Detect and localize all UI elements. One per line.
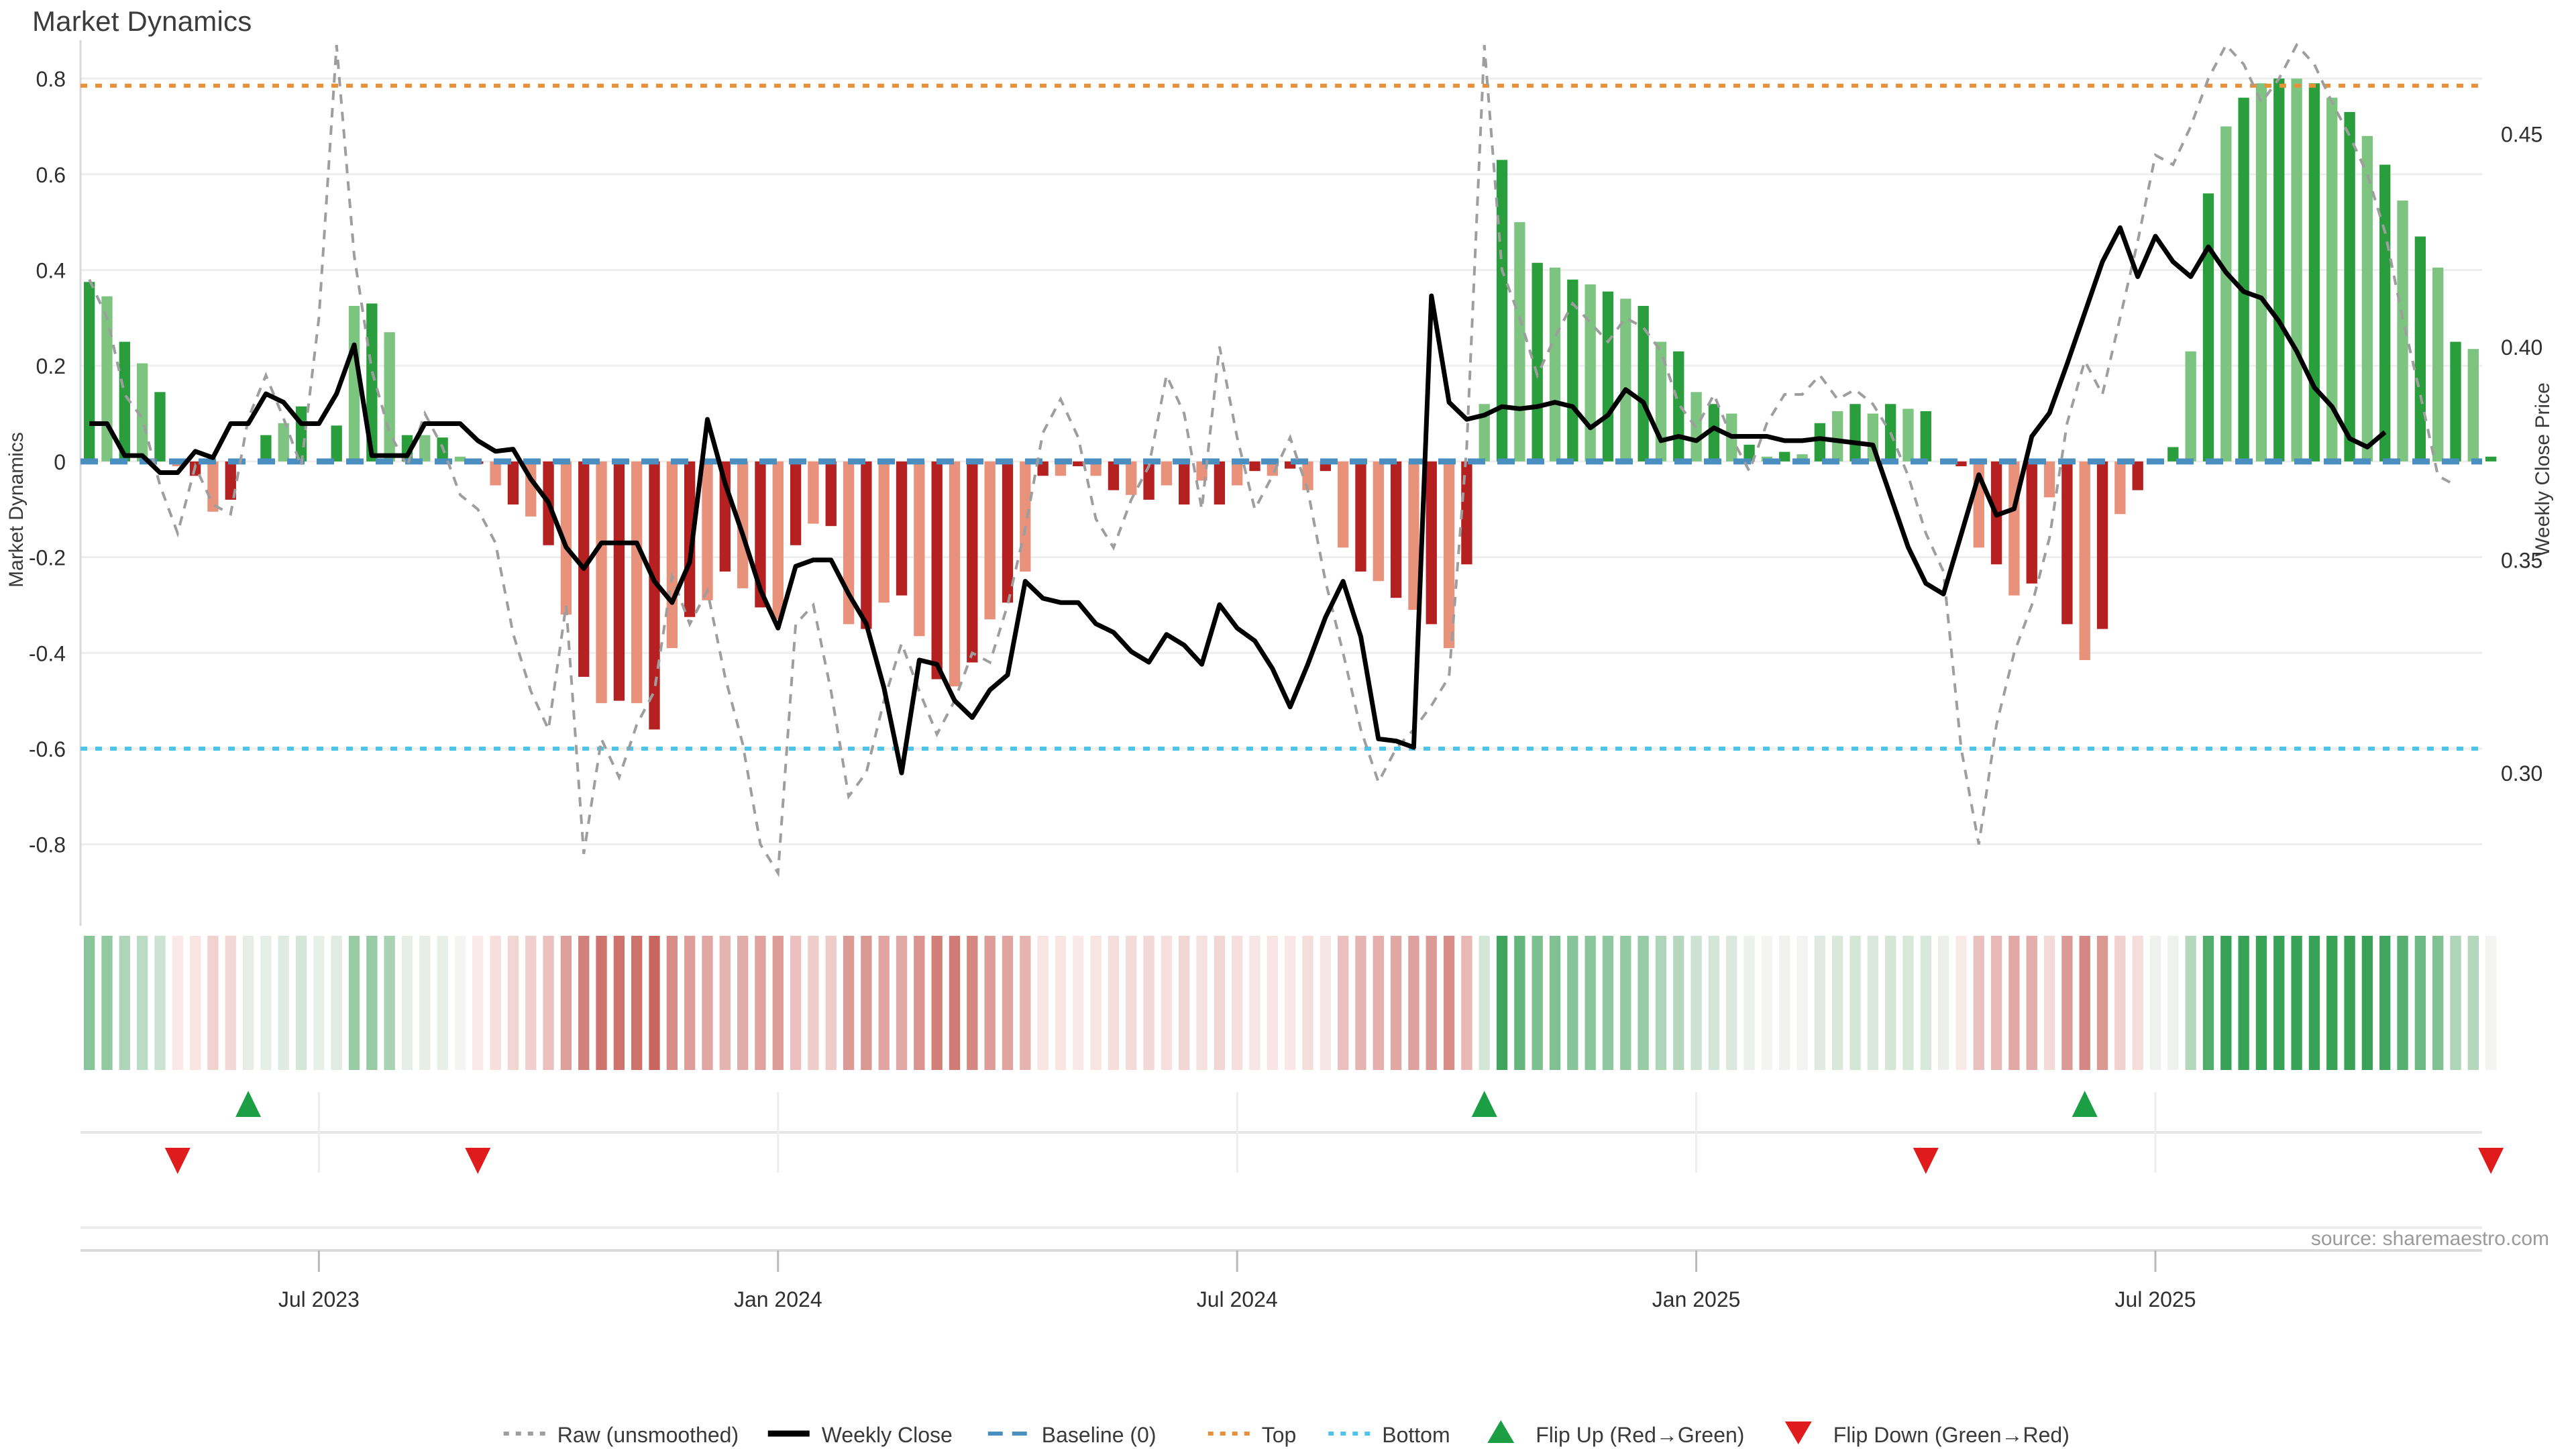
flip-markers xyxy=(80,1091,2504,1229)
chart-legend: Raw (unsmoothed) Weekly Close Baseline (0)… xyxy=(503,1420,2070,1447)
source-attribution: source: sharemaestro.com xyxy=(2311,1228,2549,1250)
legend-item[interactable]: Raw (unsmoothed) xyxy=(503,1423,739,1447)
legend-label: Top xyxy=(1262,1423,1297,1447)
right-tick-label: 0.35 xyxy=(2501,549,2542,573)
left-tick-label: 0.2 xyxy=(36,354,66,378)
legend-item[interactable]: Baseline (0) xyxy=(987,1423,1157,1447)
legend-item[interactable]: Top xyxy=(1208,1423,1297,1447)
raw-unsmoothed-line xyxy=(88,42,2457,877)
left-tick-label: -0.4 xyxy=(29,641,66,665)
legend-label: Flip Up (Red→Green) xyxy=(1536,1423,1744,1447)
left-tick-label: -0.2 xyxy=(29,546,66,570)
page-title: Market Dynamics xyxy=(32,5,252,37)
date-axis-ticks: Jul 2023 Jan 2024 Jul 2024 Jan 2025 Jul 2025 xyxy=(80,1249,2482,1311)
date-tick-label: Jul 2024 xyxy=(1197,1287,1278,1311)
legend-label: Baseline (0) xyxy=(1042,1423,1157,1447)
legend-item[interactable]: Bottom xyxy=(1328,1423,1450,1447)
legend-label: Weekly Close xyxy=(822,1423,953,1447)
date-tick-label: Jan 2024 xyxy=(734,1287,822,1311)
legend-label: Raw (unsmoothed) xyxy=(557,1423,739,1447)
right-tick-label: 0.45 xyxy=(2501,123,2542,147)
left-tick-label: 0.4 xyxy=(36,258,66,282)
left-tick-label: 0 xyxy=(54,450,66,474)
bar-series xyxy=(84,78,2497,730)
right-axis-ticks: 0.45 0.40 0.35 0.30 xyxy=(2501,123,2542,786)
left-tick-label: -0.8 xyxy=(29,833,66,857)
reference-lines xyxy=(80,83,2482,751)
right-tick-label: 0.30 xyxy=(2501,761,2542,786)
left-tick-label: 0.6 xyxy=(36,163,66,187)
left-axis-ticks: 0.8 0.6 0.4 0.2 0 -0.2 -0.4 -0.6 -0.8 xyxy=(29,67,66,857)
legend-item[interactable]: Weekly Close xyxy=(767,1423,953,1447)
legend-label: Bottom xyxy=(1382,1423,1450,1447)
regime-heatmap-strip xyxy=(84,936,2497,1070)
date-tick-label: Jul 2023 xyxy=(278,1287,360,1311)
legend-item[interactable]: Flip Down (Green→Red) xyxy=(1784,1421,2070,1447)
legend-label: Flip Down (Green→Red) xyxy=(1833,1423,2070,1447)
legend-item[interactable]: Flip Up (Red→Green) xyxy=(1487,1420,1744,1447)
date-tick-label: Jan 2025 xyxy=(1652,1287,1741,1311)
right-tick-label: 0.40 xyxy=(2501,335,2542,360)
left-axis-label: Market Dynamics xyxy=(5,432,28,588)
right-axis-label: Weekly Close Price xyxy=(2532,382,2554,557)
left-tick-label: 0.8 xyxy=(36,67,66,91)
weekly-close-line xyxy=(89,225,2387,775)
left-tick-label: -0.6 xyxy=(29,737,66,761)
date-tick-label: Jul 2025 xyxy=(2115,1287,2196,1311)
